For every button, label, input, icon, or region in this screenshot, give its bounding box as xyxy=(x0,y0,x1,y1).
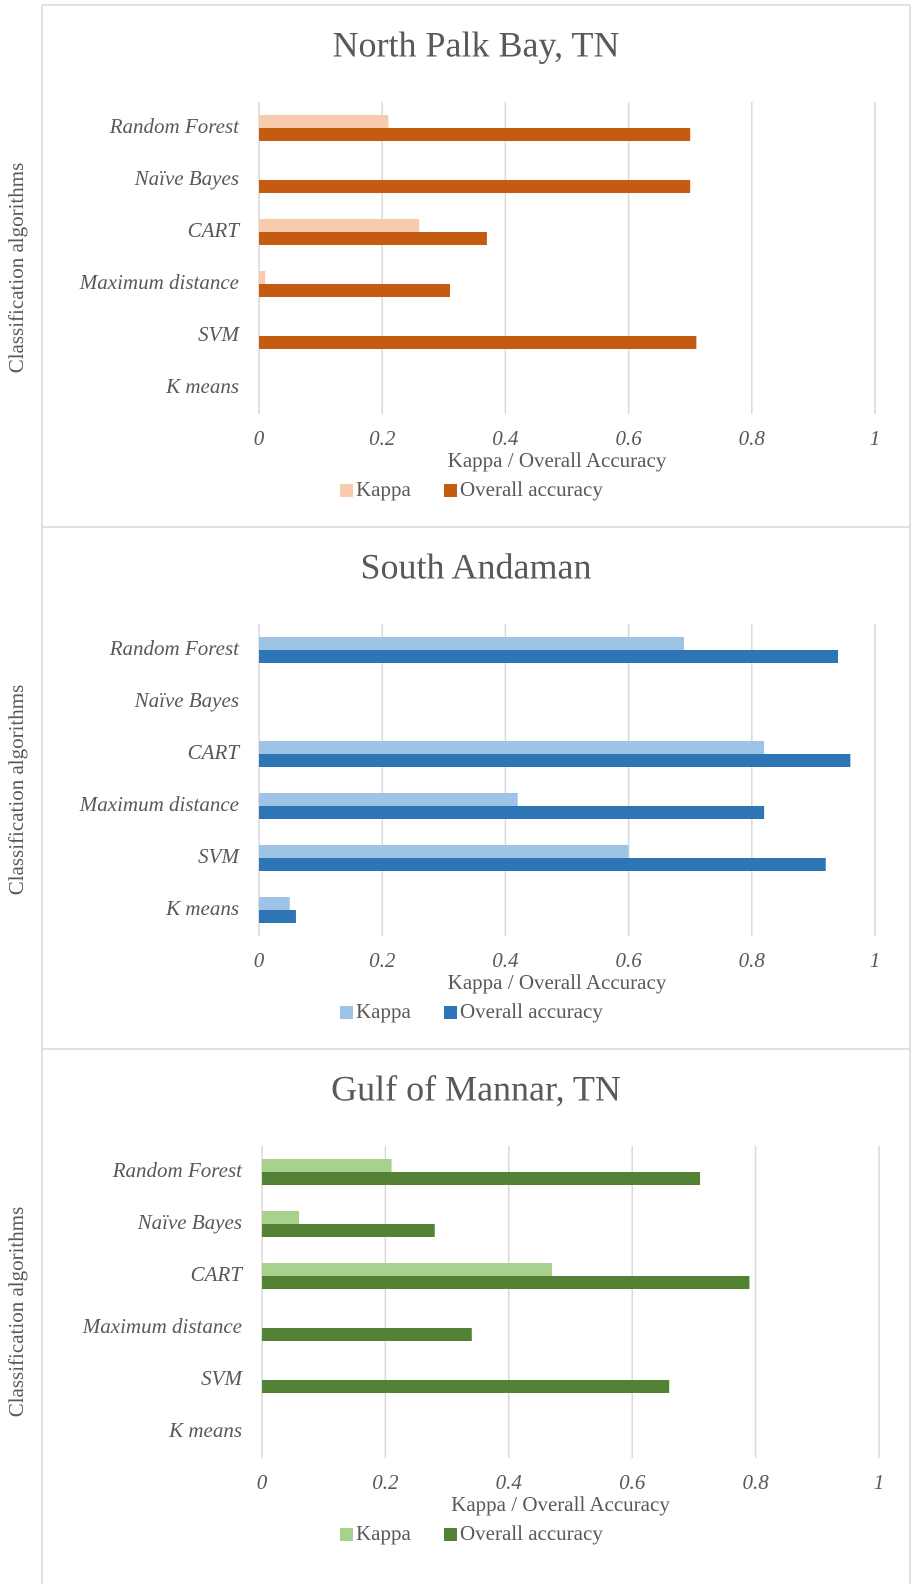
x-tick-label: 1 xyxy=(870,426,881,450)
bar xyxy=(259,858,826,871)
bar xyxy=(259,845,629,858)
y-tick-label: SVM xyxy=(198,322,240,346)
bar xyxy=(262,1263,552,1276)
y-tick-label: K means xyxy=(165,374,239,398)
y-tick-label: Maximum distance xyxy=(82,1314,242,1338)
bar xyxy=(262,1224,435,1237)
x-tick-label: 0.8 xyxy=(739,948,766,972)
legend-swatch xyxy=(340,1528,353,1541)
x-axis-title: Kappa / Overall Accuracy xyxy=(448,970,667,994)
y-tick-label: CART xyxy=(191,1262,244,1286)
x-tick-label: 0.6 xyxy=(615,948,642,972)
x-tick-label: 0.2 xyxy=(369,948,396,972)
x-tick-label: 0.2 xyxy=(369,426,396,450)
legend-label: Kappa xyxy=(356,999,411,1023)
bar xyxy=(259,806,765,819)
legend-swatch xyxy=(340,1006,353,1019)
x-tick-label: 0 xyxy=(257,1470,268,1494)
legend-swatch xyxy=(444,1528,457,1541)
y-tick-label: Naïve Bayes xyxy=(134,688,239,712)
bar xyxy=(259,219,420,232)
legend-label: Kappa xyxy=(356,1521,411,1545)
x-tick-label: 0.4 xyxy=(492,426,519,450)
bar xyxy=(259,910,296,923)
bar xyxy=(259,115,389,128)
y-tick-label: K means xyxy=(168,1418,242,1442)
bar xyxy=(262,1276,750,1289)
y-tick-label: Random Forest xyxy=(109,636,240,660)
bar xyxy=(259,336,697,349)
x-tick-label: 0.6 xyxy=(615,426,642,450)
y-tick-label: SVM xyxy=(201,1366,243,1390)
y-tick-label: Naïve Bayes xyxy=(134,166,239,190)
bar xyxy=(262,1211,300,1224)
bar xyxy=(262,1328,472,1341)
bar xyxy=(259,284,450,297)
bar xyxy=(259,754,851,767)
chart-title: North Palk Bay, TN xyxy=(333,24,620,64)
y-tick-label: Random Forest xyxy=(112,1158,243,1182)
legend-label: Overall accuracy xyxy=(460,1521,603,1545)
x-tick-label: 0.6 xyxy=(619,1470,646,1494)
bar xyxy=(259,128,691,141)
bar xyxy=(259,637,685,650)
bar xyxy=(259,897,290,910)
legend-label: Overall accuracy xyxy=(460,999,603,1023)
bar xyxy=(259,793,518,806)
x-tick-label: 0.2 xyxy=(372,1470,399,1494)
legend-swatch xyxy=(340,484,353,497)
x-tick-label: 0.8 xyxy=(739,426,766,450)
bar xyxy=(262,1172,701,1185)
y-tick-label: SVM xyxy=(198,844,240,868)
x-tick-label: 1 xyxy=(870,948,881,972)
chart-title: South Andaman xyxy=(361,546,592,586)
x-tick-label: 0.4 xyxy=(492,948,519,972)
y-tick-label: Maximum distance xyxy=(79,270,239,294)
x-tick-label: 0 xyxy=(254,948,265,972)
legend-swatch xyxy=(444,1006,457,1019)
y-tick-label: CART xyxy=(188,218,241,242)
bar xyxy=(262,1159,392,1172)
bar xyxy=(259,232,487,245)
legend-label: Overall accuracy xyxy=(460,477,603,501)
y-axis-title: Classification algorithms xyxy=(4,685,28,896)
y-axis-title: Classification algorithms xyxy=(4,163,28,374)
chart-title: Gulf of Mannar, TN xyxy=(331,1068,621,1108)
x-tick-label: 1 xyxy=(874,1470,885,1494)
y-tick-label: Maximum distance xyxy=(79,792,239,816)
bar xyxy=(262,1380,670,1393)
legend-label: Kappa xyxy=(356,477,411,501)
bar xyxy=(259,650,839,663)
y-tick-label: Random Forest xyxy=(109,114,240,138)
x-tick-label: 0.8 xyxy=(742,1470,769,1494)
y-axis-title: Classification algorithms xyxy=(4,1207,28,1418)
x-axis-title: Kappa / Overall Accuracy xyxy=(448,448,667,472)
x-tick-label: 0.4 xyxy=(496,1470,523,1494)
bar xyxy=(259,741,765,754)
legend-swatch xyxy=(444,484,457,497)
bar xyxy=(259,271,266,284)
y-tick-label: CART xyxy=(188,740,241,764)
bar xyxy=(259,180,691,193)
x-tick-label: 0 xyxy=(254,426,265,450)
y-tick-label: Naïve Bayes xyxy=(137,1210,242,1234)
x-axis-title: Kappa / Overall Accuracy xyxy=(451,1492,670,1516)
y-tick-label: K means xyxy=(165,896,239,920)
